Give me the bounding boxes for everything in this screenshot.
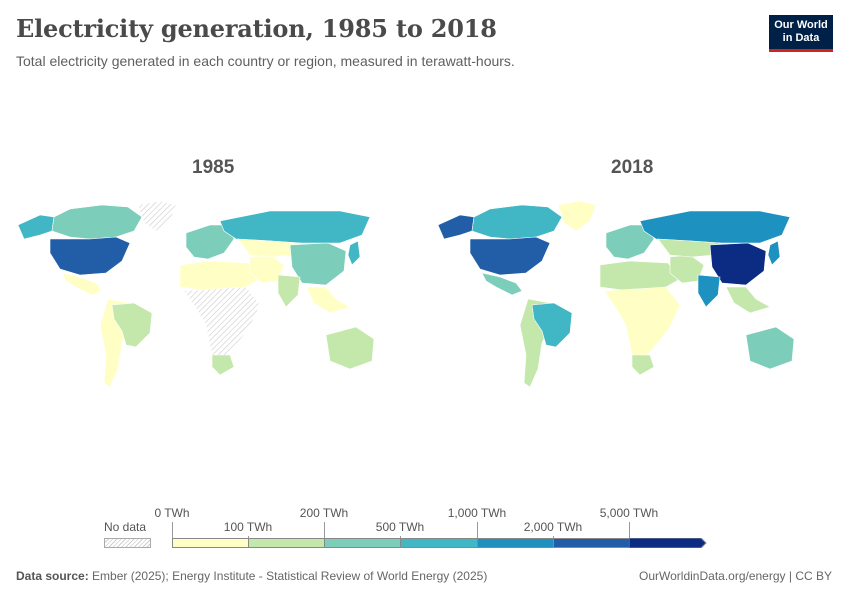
legend-bin-0 [172,538,249,548]
region-south-africa[interactable] [631,354,655,376]
region-brazil[interactable] [111,302,153,348]
region-india[interactable] [697,274,721,308]
chart-subtitle: Total electricity generated in each coun… [16,53,515,69]
region-canada[interactable] [471,204,563,240]
logo-line-1: Our World [774,19,828,31]
region-north-africa[interactable] [599,260,681,292]
legend-tick-100: 100 TWh [223,520,273,534]
legend-bin-4 [477,538,554,548]
legend-tick-5000: 5,000 TWh [599,506,659,520]
footer-source-label: Data source: [16,569,89,583]
region-alaska[interactable] [437,214,475,240]
legend-tick-500: 500 TWh [375,520,425,534]
region-usa[interactable] [469,236,551,276]
region-greenland[interactable] [137,200,177,232]
region-africa[interactable] [183,286,261,360]
legend-bin-3 [400,538,478,548]
world-map-2018 [437,200,795,388]
legend-tick-200: 200 TWh [299,506,349,520]
region-japan[interactable] [347,240,361,266]
footer-source-text: Ember (2025); Energy Institute - Statist… [92,569,488,583]
region-mexico[interactable] [481,272,523,296]
region-russia[interactable] [639,210,791,244]
region-china[interactable] [289,242,347,286]
legend-tick-1000: 1,000 TWh [447,506,507,520]
region-usa[interactable] [49,236,131,276]
footer-credit[interactable]: OurWorldinData.org/energy | CC BY [639,569,832,583]
region-brazil[interactable] [531,302,573,348]
region-mexico[interactable] [61,272,103,296]
region-alaska[interactable] [17,214,55,240]
legend-tick-2000: 2,000 TWh [523,520,583,534]
logo-line-2: in Data [782,32,820,44]
legend-bin-6 [629,538,707,548]
legend-bin-2 [324,538,401,548]
region-europe[interactable] [605,224,655,260]
legend-bin-5 [553,538,630,548]
region-greenland[interactable] [557,200,597,232]
legend-no-data-label: No data [104,520,147,534]
owid-logo[interactable]: Our World in Data [769,15,833,52]
region-europe[interactable] [185,224,235,260]
legend-no-data-swatch [104,538,151,548]
region-australia[interactable] [745,326,795,370]
region-south-africa[interactable] [211,354,235,376]
world-map-1985 [17,200,375,388]
footer-source: Data source: Ember (2025); Energy Instit… [16,569,487,583]
region-canada[interactable] [51,204,143,240]
region-africa[interactable] [603,286,681,360]
region-india[interactable] [277,274,301,308]
region-southeast-asia[interactable] [305,286,351,314]
map-year-1985: 1985 [192,157,235,178]
legend-tick-0: 0 TWh [154,506,190,520]
region-north-africa[interactable] [179,260,261,292]
color-legend: No data 0 TWh 100 TWh 200 TWh 500 TWh 1,… [0,500,850,560]
region-southeast-asia[interactable] [725,286,771,314]
chart-title: Electricity generation, 1985 to 2018 [16,14,497,43]
region-australia[interactable] [325,326,375,370]
map-year-2018: 2018 [611,157,654,178]
legend-bin-1 [248,538,325,548]
region-japan[interactable] [767,240,781,266]
region-china[interactable] [709,242,767,286]
region-russia[interactable] [219,210,371,244]
